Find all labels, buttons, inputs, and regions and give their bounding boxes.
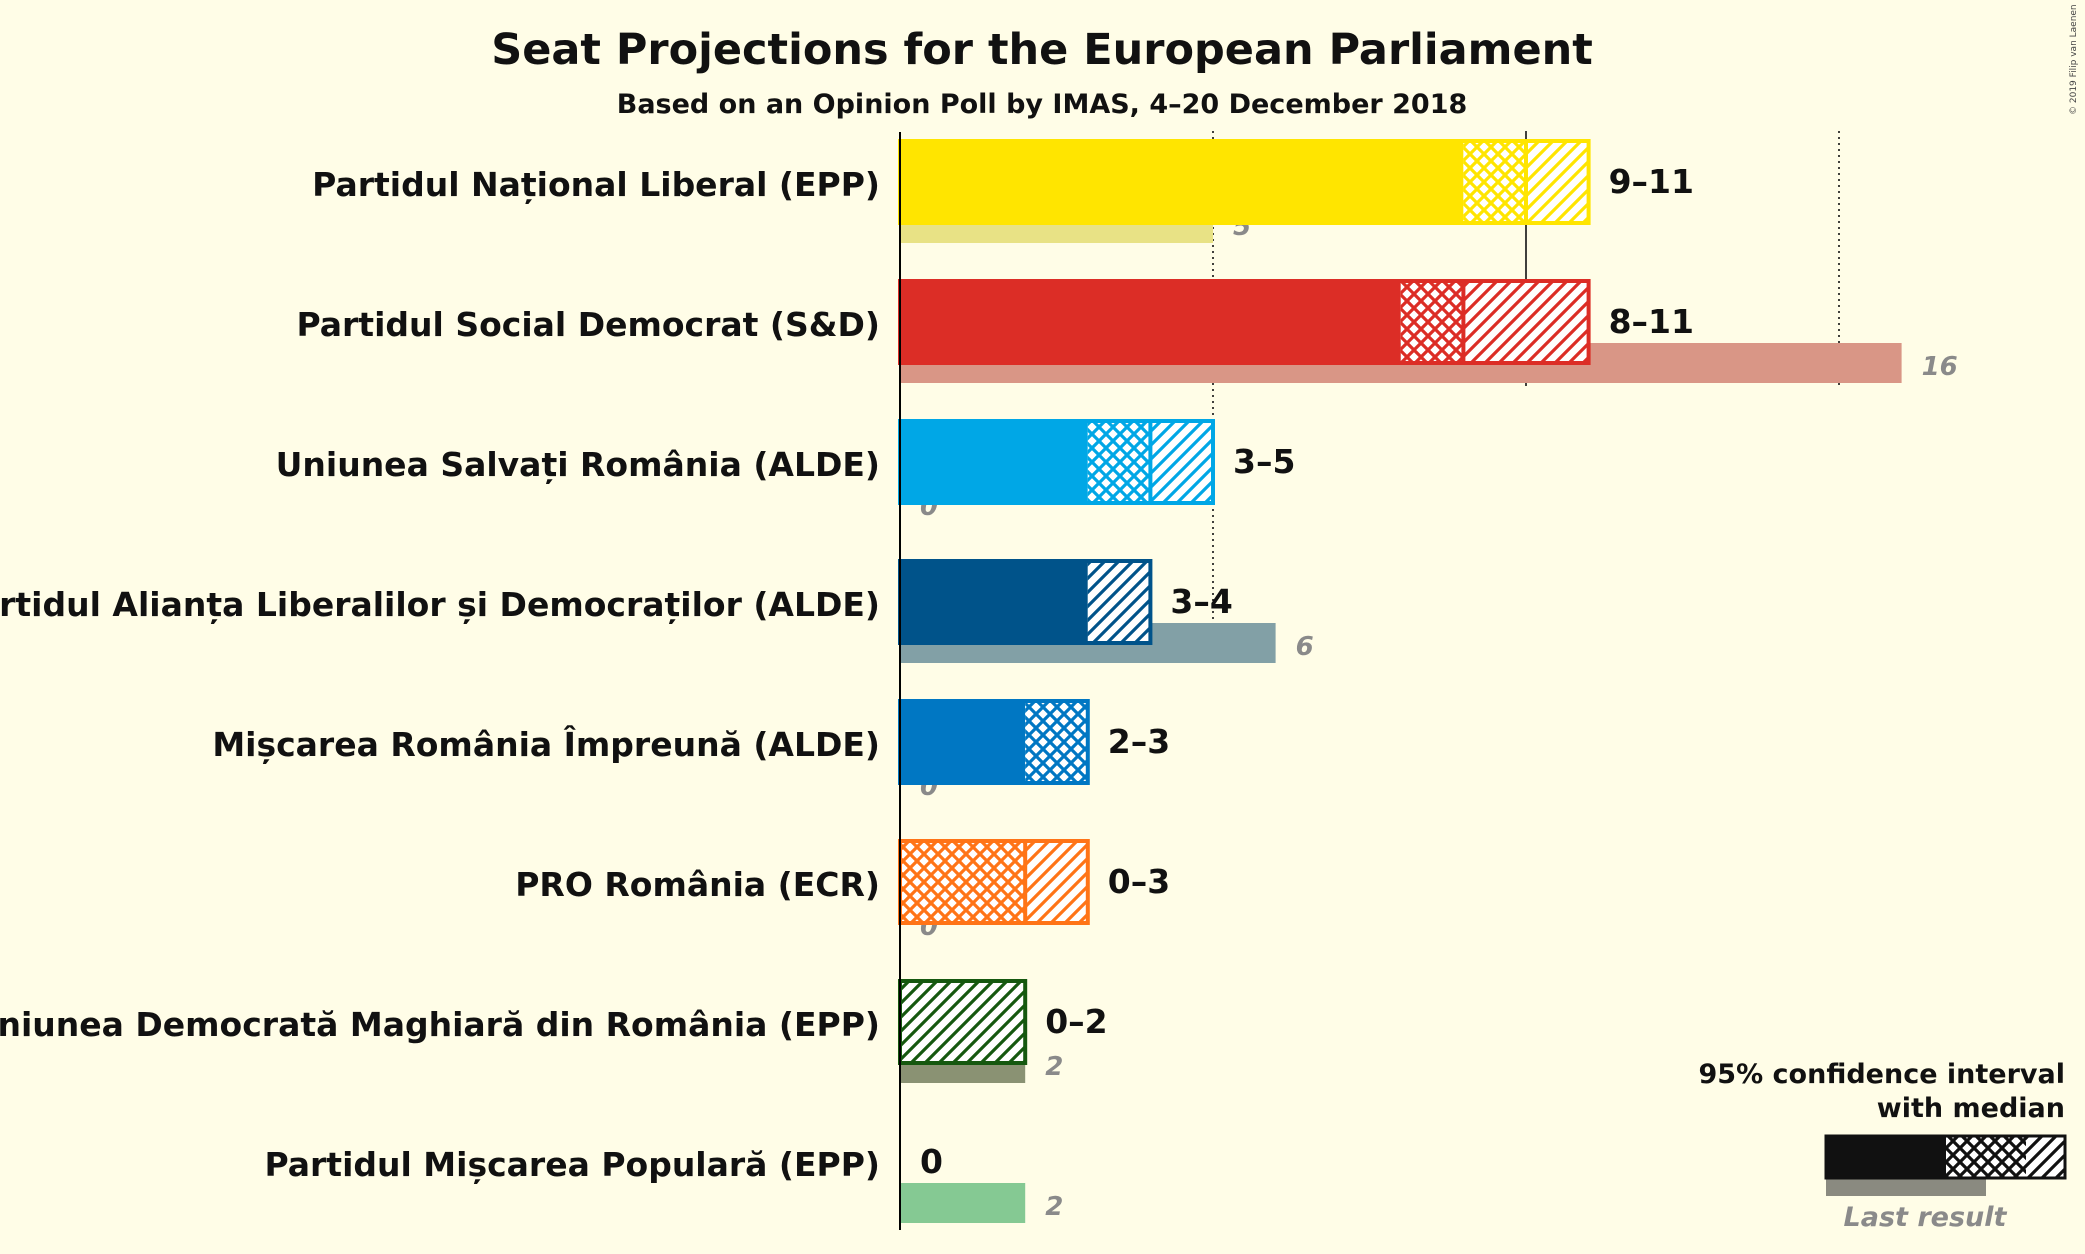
party-name: Partidul Național Liberal (EPP): [312, 165, 880, 204]
ci-lower-cross: [1025, 701, 1088, 783]
seat-range-label: 0–2: [1045, 1002, 1107, 1041]
ci-upper-hatch: [1526, 141, 1589, 223]
party-name: Uniunea Democrată Maghiară din România (…: [0, 1005, 880, 1044]
seat-range-label: 0: [920, 1142, 943, 1181]
ci-lower-cross: [1463, 141, 1526, 223]
chart-subtitle: Based on an Opinion Poll by IMAS, 4–20 D…: [617, 89, 1468, 120]
last-result-label: 2: [1045, 1192, 1063, 1222]
party-name: Partidul Alianța Liberalilor și Democraț…: [0, 585, 880, 624]
ci-solid-bar: [900, 421, 1088, 503]
last-result-label: 6: [1296, 632, 1314, 662]
party-row: 2 0–2 Uniunea Democrată Maghiară din Român…: [0, 979, 1108, 1083]
party-name: PRO România (ECR): [515, 865, 880, 904]
legend-ci-label: 95% confidence interval: [1699, 1059, 2065, 1090]
legend: 95% confidence interval with median Last…: [1699, 1059, 2067, 1233]
last-result-label: 2: [1045, 1052, 1063, 1082]
chart-title: Seat Projections for the European Parlia…: [491, 25, 1593, 75]
ci-upper-hatch: [1025, 841, 1088, 923]
legend-upper-swatch: [2026, 1136, 2065, 1178]
ci-solid-bar: [900, 281, 1401, 363]
ci-solid-bar: [900, 561, 1088, 643]
legend-median-label: with median: [1877, 1093, 2065, 1124]
seat-range-label: 9–11: [1609, 162, 1694, 201]
seat-range-label: 0–3: [1108, 862, 1170, 901]
copyright-note: © 2019 Filip van Laenen: [2069, 4, 2079, 115]
ci-lower-cross: [900, 841, 1026, 923]
party-name: Partidul Social Democrat (S&D): [296, 305, 880, 344]
ci-lower-cross: [1087, 421, 1151, 503]
party-row: 6 3–4 Partidul Alianța Liberalilor și Demo…: [0, 559, 1314, 663]
party-row: 2 0 Partidul Mișcarea Populară (EPP): [264, 1142, 1063, 1223]
legend-last-result-label: Last result: [1844, 1202, 2008, 1233]
legend-ci-swatch: [1826, 1136, 1946, 1178]
last-result-bar: [900, 1183, 1026, 1223]
ci-lower-cross: [1400, 281, 1464, 363]
ci-upper-hatch: [900, 981, 1026, 1063]
party-name: Mișcarea România Împreună (ALDE): [212, 724, 880, 764]
party-name: Partidul Mișcarea Populară (EPP): [264, 1145, 880, 1184]
party-name: Uniunea Salvați România (ALDE): [276, 445, 880, 484]
seat-range-label: 8–11: [1609, 302, 1694, 341]
seat-range-label: 3–4: [1170, 582, 1232, 621]
ci-upper-hatch: [1087, 561, 1151, 643]
ci-solid-bar: [900, 701, 1026, 783]
legend-median-swatch: [1946, 1136, 2026, 1178]
ci-solid-bar: [900, 141, 1464, 223]
seat-range-label: 3–5: [1233, 442, 1295, 481]
ci-upper-hatch: [1150, 421, 1213, 503]
party-row: 16 8–11 Partidul Social Democrat (S&D): [296, 279, 1958, 383]
seat-range-label: 2–3: [1108, 722, 1170, 761]
legend-frame: [1824, 1134, 2067, 1180]
last-result-label: 16: [1922, 352, 1958, 382]
ci-upper-hatch: [1463, 281, 1589, 363]
